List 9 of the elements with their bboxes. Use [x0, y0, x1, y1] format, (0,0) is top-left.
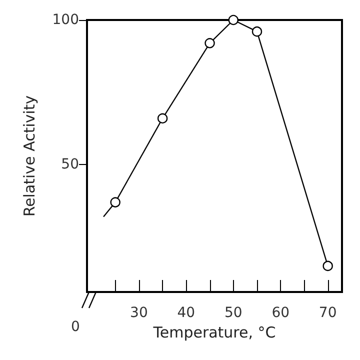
x-tick-label: 30 — [130, 305, 148, 321]
text: 0 — [71, 319, 80, 335]
y-tick-label: 100 — [52, 12, 79, 28]
x-tick-label: 40 — [177, 305, 196, 321]
x-tick-label: 60 — [272, 305, 290, 321]
x-axis-title: Temperature, °C — [152, 323, 276, 342]
x-tick-label: 70 — [318, 305, 337, 321]
y-axis-title: Relative Activity — [20, 95, 38, 217]
x-tick-label: 50 — [224, 305, 242, 321]
